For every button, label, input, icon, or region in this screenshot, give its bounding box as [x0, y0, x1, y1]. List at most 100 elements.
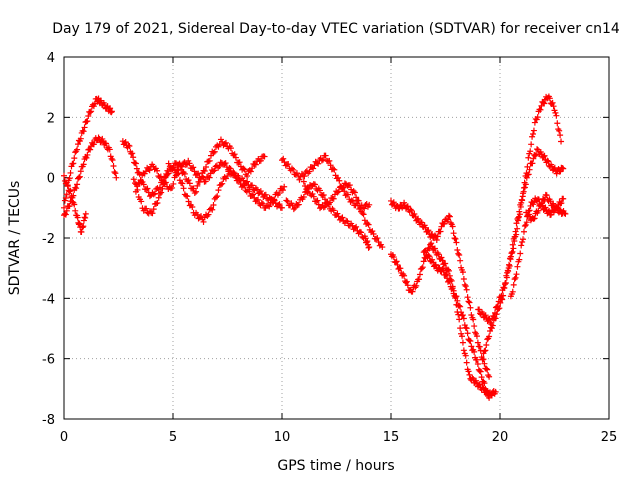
data-point: [486, 394, 493, 401]
data-point: [359, 210, 366, 217]
data-point: [453, 239, 460, 246]
data-point: [530, 127, 537, 134]
data-point: [511, 276, 518, 283]
data-point: [461, 281, 468, 288]
data-point: [413, 282, 420, 289]
data-point: [327, 162, 334, 169]
data-point: [440, 267, 447, 274]
data-point: [554, 120, 561, 127]
data-point: [78, 228, 85, 235]
data-point: [186, 160, 193, 167]
data-point: [353, 194, 360, 201]
data-point: [526, 166, 533, 173]
data-point: [103, 140, 110, 147]
y-axis-title: SDTVAR / TECUs: [7, 181, 23, 296]
data-point: [541, 100, 548, 107]
data-point: [401, 272, 408, 279]
data-point: [425, 252, 432, 259]
data-point: [429, 231, 436, 238]
data-point: [442, 271, 449, 278]
data-point: [479, 384, 486, 391]
data-point: [460, 275, 467, 282]
data-point: [483, 365, 490, 372]
data-point: [520, 228, 527, 235]
data-point: [80, 223, 87, 230]
data-point: [350, 198, 357, 205]
data-point: [492, 309, 499, 316]
data-point: [132, 188, 139, 195]
data-point: [394, 261, 401, 268]
data-point: [67, 187, 74, 194]
data-point: [522, 221, 529, 228]
data-point: [529, 133, 536, 140]
data-point: [219, 180, 226, 187]
data-point: [542, 204, 549, 211]
data-point: [471, 348, 478, 355]
data-point: [209, 206, 216, 213]
data-point: [83, 154, 90, 161]
data-point: [481, 348, 488, 355]
data-point: [283, 197, 290, 204]
data-point: [557, 132, 564, 139]
data-point: [236, 159, 243, 166]
data-point: [463, 286, 470, 293]
data-point: [486, 373, 493, 380]
data-point: [470, 316, 477, 323]
data-point: [186, 180, 193, 187]
data-point: [366, 244, 373, 251]
data-point: [279, 204, 285, 211]
data-point: [456, 252, 463, 259]
series-track-p: [523, 191, 569, 224]
data-point: [434, 233, 441, 240]
data-point: [108, 155, 115, 162]
data-point: [491, 313, 498, 320]
data-point: [463, 359, 470, 366]
data-point: [159, 185, 166, 192]
data-point: [77, 135, 84, 142]
data-point: [255, 196, 262, 203]
data-point: [331, 166, 338, 173]
data-point: [429, 256, 436, 263]
data-point: [320, 191, 327, 198]
data-point: [431, 262, 438, 269]
data-point: [478, 374, 485, 381]
data-point: [459, 312, 466, 319]
data-point: [461, 322, 468, 329]
data-point: [457, 303, 464, 310]
data-point: [68, 192, 75, 199]
data-point: [150, 191, 157, 198]
data-point: [126, 142, 133, 149]
data-point: [345, 191, 352, 198]
data-point: [172, 172, 179, 179]
data-point: [393, 258, 400, 265]
data-point: [546, 95, 553, 102]
data-point: [180, 185, 187, 192]
data-point: [109, 157, 116, 164]
data-point: [312, 181, 319, 188]
data-point: [190, 185, 197, 192]
data-point: [326, 199, 333, 206]
data-point: [428, 240, 435, 247]
data-point: [545, 158, 552, 165]
data-point: [190, 164, 197, 171]
data-point: [321, 196, 328, 203]
data-point: [154, 167, 161, 174]
data-point: [185, 198, 192, 205]
data-point: [465, 368, 472, 375]
data-point: [451, 235, 458, 242]
data-point: [207, 205, 214, 212]
data-point: [75, 174, 82, 181]
data-point: [320, 156, 327, 163]
data-point: [244, 173, 251, 180]
data-point: [227, 165, 234, 172]
data-point: [75, 141, 82, 148]
data-point: [309, 190, 316, 197]
data-point: [63, 207, 70, 214]
data-point: [465, 298, 472, 305]
data-point: [176, 177, 183, 184]
data-point: [165, 160, 172, 167]
data-point: [236, 176, 243, 183]
data-point: [155, 194, 162, 201]
data-point: [446, 213, 453, 220]
grid-layer: [64, 57, 609, 419]
